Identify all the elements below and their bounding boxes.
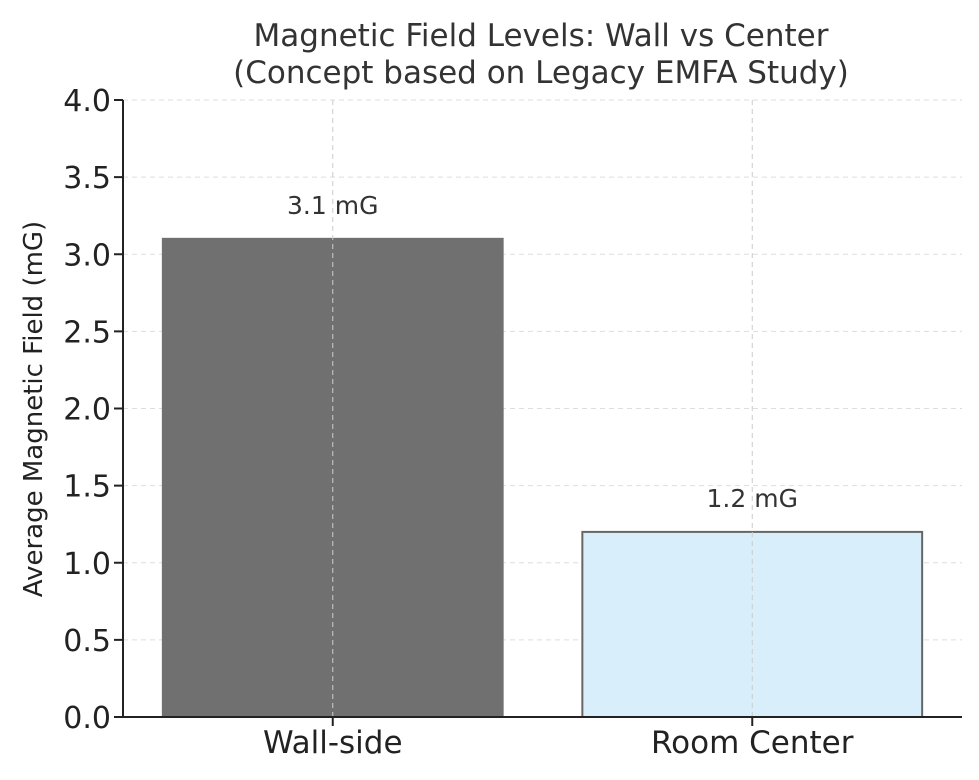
chart-title-line-2: (Concept based on Legacy EMFA Study) xyxy=(233,55,849,91)
y-tick-label: 4.0 xyxy=(63,84,111,119)
x-tick-label: Wall-side xyxy=(263,725,403,761)
y-ticks: 0.0 0.5 1.0 1.5 2.0 2.5 3.0 3.5 4.0 xyxy=(63,84,123,736)
y-tick-label: 3.5 xyxy=(63,161,111,196)
x-tick-label: Room Center xyxy=(651,725,854,761)
data-labels: 3.1 mG 1.2 mG xyxy=(287,191,798,513)
y-tick-label: 0.0 xyxy=(63,701,111,736)
y-tick-label: 1.0 xyxy=(63,547,111,582)
data-label: 1.2 mG xyxy=(707,484,798,513)
data-label: 3.1 mG xyxy=(287,191,378,220)
y-tick-label: 1.5 xyxy=(63,470,111,505)
y-tick-label: 0.5 xyxy=(63,624,111,659)
y-tick-label: 2.5 xyxy=(63,315,111,350)
y-axis-label: Average Magnetic Field (mG) xyxy=(19,221,49,597)
y-tick-label: 2.0 xyxy=(63,393,111,428)
y-tick-label: 3.0 xyxy=(63,238,111,273)
chart-title-line-1: Magnetic Field Levels: Wall vs Center xyxy=(254,18,829,54)
x-ticks: Wall-side Room Center xyxy=(263,717,854,761)
